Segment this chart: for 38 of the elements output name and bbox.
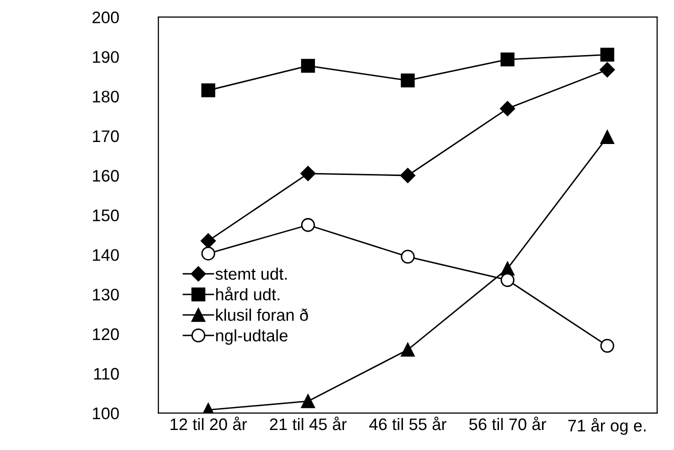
point (301, 218, 315, 232)
x-tick-label: 12 til 20 år (170, 416, 247, 430)
legend-label: stemt udt. (215, 268, 287, 280)
point (301, 394, 315, 408)
point (500, 52, 514, 66)
point (400, 168, 416, 184)
point (600, 130, 614, 144)
y-tick-label: 160 (92, 170, 119, 182)
y-tick-label: 180 (92, 90, 119, 103)
y-tick-label: 120 (92, 328, 119, 340)
y-tick-label: 110 (94, 368, 119, 380)
point (300, 166, 316, 182)
y-tick-label: 130 (92, 288, 119, 301)
point (400, 342, 415, 357)
point (400, 74, 415, 88)
point (200, 233, 216, 248)
x-tick-label: 56 til 70 år (469, 416, 546, 430)
y-tick-label: 150 (92, 210, 119, 222)
point (600, 48, 614, 62)
point (500, 101, 516, 116)
point (301, 58, 315, 73)
legend-label: klusil foran ð (216, 308, 308, 321)
y-tick-label: 140 (92, 249, 119, 261)
x-tick-label: 46 til 55 år (369, 416, 446, 430)
point (400, 250, 415, 264)
x-tick-label: 21 til 45 år (270, 416, 347, 430)
legend-label: hård udt. (216, 286, 280, 300)
y-tick-label: 190 (92, 51, 119, 63)
point (201, 83, 216, 98)
y-tick-label: 100 (92, 408, 119, 420)
x-tick-label: 71 år og e. (568, 418, 646, 435)
y-tick-label: 170 (92, 130, 119, 142)
point (201, 246, 216, 260)
point (500, 273, 514, 287)
legend-label: ngl-udtale (216, 329, 288, 345)
y-tick-label: 200 (92, 12, 119, 24)
point (600, 338, 614, 353)
point (600, 62, 615, 78)
